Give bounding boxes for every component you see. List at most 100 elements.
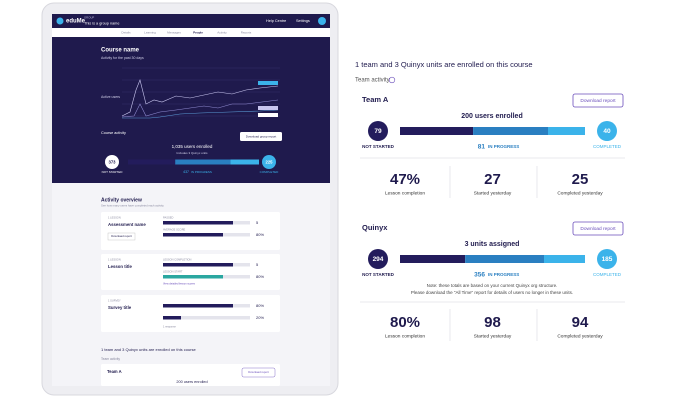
info-icon <box>388 76 396 84</box>
progress-segment <box>128 159 176 165</box>
progress-segment <box>473 127 548 135</box>
card-link[interactable]: View detailed lesson scores <box>163 282 196 286</box>
footer-team-name: Team A <box>107 369 122 374</box>
enrolled-count: 200 users enrolled <box>461 113 522 120</box>
in-progress-label: IN PROGRESS <box>488 272 519 277</box>
stat-value: 80% <box>390 314 420 331</box>
course-title: Course name <box>101 48 140 54</box>
stat-value: 47% <box>390 171 420 188</box>
enrolled-count: 3 units assigned <box>465 241 520 248</box>
download-button-label[interactable]: Download report <box>580 226 616 232</box>
card-title: Assessment name <box>108 222 146 227</box>
nav-tab[interactable]: Messages <box>167 30 181 34</box>
stat-label: Completed yesterday <box>557 190 603 196</box>
chart-line <box>121 79 279 117</box>
nav-tab[interactable]: People <box>193 30 203 34</box>
stat-label: Lesson completion <box>385 190 425 196</box>
row-fill <box>163 263 233 267</box>
not-started-badge <box>368 249 388 269</box>
row-fill <box>163 304 233 308</box>
not-started-badge <box>105 155 119 169</box>
stat-value: 98 <box>484 314 501 331</box>
row-value: 80% <box>256 274 264 279</box>
footer-button-label[interactable]: Download report <box>248 370 269 374</box>
not-started-count: 79 <box>374 128 382 135</box>
completed-label: COMPLETED <box>593 272 622 277</box>
not-started-count: 373 <box>109 159 117 164</box>
in-progress-label: IN PROGRESS <box>191 170 212 174</box>
row-fill <box>163 233 223 237</box>
activity-card <box>101 212 280 250</box>
not-started-count: 294 <box>373 256 384 263</box>
row-value: 5 <box>256 262 259 267</box>
logo: eduMe <box>66 19 86 25</box>
stat-label: Started yesterday <box>474 333 512 339</box>
app-header <box>52 14 330 28</box>
download-button-label[interactable]: Download report <box>580 98 616 104</box>
stat-value: 94 <box>572 314 589 331</box>
card-title: Survey title <box>108 305 132 310</box>
tab-bar <box>52 28 330 37</box>
stat-label: Started yesterday <box>474 190 512 196</box>
row-fill <box>163 221 233 225</box>
in-progress-count: 437 <box>183 170 189 174</box>
completed-badge <box>597 249 617 269</box>
stat-label: Completed yesterday <box>557 333 603 339</box>
card-button-label[interactable]: Download report <box>111 234 132 238</box>
team-note: Note: these totals are based on your cur… <box>427 283 558 288</box>
avatar[interactable] <box>318 17 326 25</box>
nav-tab[interactable]: Details <box>121 30 131 34</box>
panel-team-activity: Team activity <box>355 78 390 84</box>
row-value: 20% <box>256 315 264 320</box>
download-button[interactable] <box>572 221 624 236</box>
row-label: LESSON COMPLETION <box>163 258 192 262</box>
chart-line <box>121 99 279 118</box>
chart-legend <box>258 81 278 85</box>
footer-button[interactable] <box>241 367 276 378</box>
group-name: This is a group name <box>84 22 119 26</box>
not-started-badge <box>368 121 388 141</box>
help-link[interactable]: Help Centre <box>266 19 286 23</box>
in-progress-label: IN PROGRESS <box>488 144 519 149</box>
team-card <box>101 364 280 386</box>
row-value: 80% <box>256 303 264 308</box>
download-button[interactable] <box>240 132 282 141</box>
in-progress-count: 81 <box>478 144 486 151</box>
progress-segment <box>230 159 259 165</box>
card-kind: 1 LESSON <box>108 258 121 262</box>
enrolled-note: Includes 3 Quinyx units <box>176 151 208 155</box>
row-label: AVERAGE SCORE <box>163 228 186 232</box>
download-button-label[interactable]: Download group report <box>246 134 277 138</box>
nav-tab[interactable]: Reports <box>241 30 252 34</box>
completed-badge <box>262 155 276 169</box>
row-value: 5 <box>256 220 259 225</box>
chart-line <box>122 109 279 119</box>
course-activity-label: Course activity <box>101 131 126 135</box>
group-label: GROUP <box>84 16 94 20</box>
card-button[interactable] <box>107 232 136 241</box>
footer-enrolled: 200 users enrolled <box>176 380 207 384</box>
settings-link[interactable]: Settings <box>296 19 310 23</box>
progress-segment <box>544 255 585 263</box>
in-progress-count: 356 <box>474 272 485 279</box>
nav-tab[interactable]: Activity <box>217 30 227 34</box>
download-button[interactable] <box>572 93 624 108</box>
footer-summary: 1 team and 3 Quinyx units are enrolled o… <box>101 347 196 352</box>
enrolled-count: 1,035 users enrolled <box>172 144 213 149</box>
progress-segment <box>400 127 474 135</box>
row-fill <box>163 275 223 279</box>
activity-card <box>101 295 280 332</box>
not-started-label: NOT STARTED <box>362 272 394 277</box>
card-kind: 1 LESSON <box>108 216 121 220</box>
team-note: Please download the "All Time" report fo… <box>411 290 573 295</box>
stat-value: 25 <box>572 171 589 188</box>
progress-segment <box>465 255 545 263</box>
nav-tab[interactable]: Learning <box>144 30 156 34</box>
chart-y-label: Active users <box>101 95 120 99</box>
row-value: 80% <box>256 232 264 237</box>
not-started-label: NOT STARTED <box>362 144 394 149</box>
row-label: LESSON START <box>163 270 183 274</box>
course-subtitle: Activity for the past 30 days <box>101 56 144 60</box>
course-section <box>52 37 330 183</box>
